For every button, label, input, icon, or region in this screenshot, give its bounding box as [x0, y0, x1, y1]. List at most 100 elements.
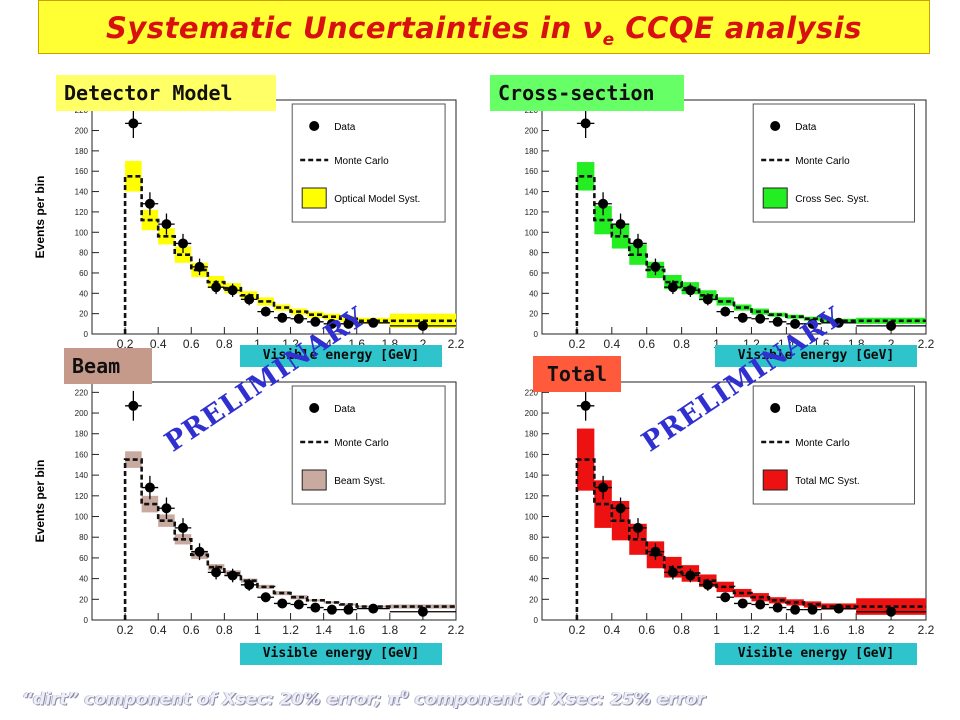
data-point — [737, 312, 748, 323]
data-point — [702, 294, 713, 305]
data-point — [244, 294, 255, 305]
x-tick-label: 2 — [888, 337, 895, 351]
data-point — [633, 238, 643, 249]
data-point — [667, 567, 678, 578]
data-point — [886, 606, 897, 617]
xsec-xlabel: Visible energy [GeV] — [715, 345, 917, 367]
legend-syst-marker — [762, 187, 788, 209]
data-point — [790, 604, 801, 615]
data-point — [667, 282, 678, 293]
y-tick-label: 140 — [525, 188, 539, 197]
y-tick-label: 0 — [84, 616, 89, 625]
y-tick-label: 220 — [525, 388, 539, 397]
data-point — [615, 219, 626, 230]
title-prefix: Systematic Uncertainties in — [106, 11, 583, 45]
data-point — [227, 285, 238, 296]
x-tick-label: 0.6 — [183, 337, 200, 351]
syst-band — [629, 523, 647, 555]
footnote-pi: π — [387, 689, 402, 710]
y-tick-label: 0 — [534, 330, 539, 339]
data-point — [807, 604, 818, 615]
syst-band — [307, 311, 324, 318]
total-chart: 0 20 40 60 80 100 120 140 160 180 200 220 0.2 0.4 0.6 0… — [525, 381, 935, 637]
legend-mc-label: Monte Carlo — [795, 438, 850, 449]
legend-data-marker — [770, 403, 781, 413]
cross-section-chart: 0204060801001201401601802002200.20.40.60… — [525, 99, 935, 351]
data-point — [178, 238, 188, 249]
data-point — [194, 546, 205, 557]
y-tick-label: 60 — [79, 269, 88, 278]
footnote-part1: “dirt” component of Xsec: 20% error; — [22, 689, 388, 710]
y-tick-label: 20 — [79, 595, 88, 604]
x-tick-label: 1.2 — [282, 623, 299, 637]
beam-xlabel: Visible energy [GeV] — [240, 643, 442, 665]
data-point — [886, 320, 897, 331]
y-tick-label: 60 — [529, 269, 538, 278]
data-point — [807, 318, 818, 329]
x-tick-label: 0.8 — [216, 623, 233, 637]
data-point — [833, 317, 844, 328]
data-point — [368, 317, 379, 328]
data-point — [368, 603, 379, 614]
x-tick-label: 1.6 — [813, 623, 830, 637]
y-tick-label: 180 — [525, 147, 539, 156]
data-point — [685, 285, 696, 296]
y-tick-label: 100 — [525, 228, 539, 237]
y-tick-label: 40 — [79, 575, 88, 584]
title-nu: ν — [582, 11, 603, 45]
x-tick-label: 0.4 — [150, 623, 167, 637]
legend-data-label: Data — [334, 404, 356, 415]
data-point — [244, 579, 255, 590]
data-point — [128, 400, 139, 411]
legend-data-label: Data — [795, 404, 817, 415]
legend-syst-label: Beam Syst. — [334, 476, 385, 487]
data-point — [598, 198, 609, 209]
y-tick-label: 200 — [75, 127, 89, 136]
legend-data-label: Data — [334, 122, 356, 133]
data-point — [580, 400, 591, 411]
y-axis-label: Events per bin — [33, 176, 47, 259]
x-tick-label: 0.4 — [150, 337, 167, 351]
data-point — [720, 306, 731, 317]
data-point — [580, 118, 591, 129]
syst-band — [576, 162, 595, 191]
data-point — [417, 606, 428, 617]
legend-data-marker — [309, 403, 320, 413]
title-suffix: CCQE analysis — [614, 11, 862, 45]
x-tick-label: 1.2 — [743, 623, 760, 637]
y-tick-label: 200 — [75, 409, 89, 418]
x-tick-label: 2.2 — [918, 623, 935, 637]
data-point — [144, 482, 155, 493]
y-tick-label: 180 — [75, 147, 89, 156]
y-tick-label: 100 — [525, 513, 539, 522]
x-tick-label: 0.2 — [569, 623, 586, 637]
data-point — [737, 598, 748, 609]
beam-chart: Events per bin02040608010012014016018020… — [33, 381, 465, 637]
syst-band — [290, 595, 308, 600]
data-point — [326, 318, 337, 329]
syst-band — [174, 246, 192, 263]
data-point — [277, 598, 288, 609]
syst-band — [323, 601, 341, 604]
y-tick-label: 160 — [525, 450, 539, 459]
x-tick-label: 1.4 — [315, 623, 332, 637]
data-point — [310, 602, 321, 613]
x-tick-label: 1 — [713, 623, 720, 637]
syst-band — [389, 604, 456, 609]
data-point — [720, 592, 731, 603]
y-tick-label: 200 — [525, 409, 539, 418]
y-tick-label: 160 — [75, 450, 89, 459]
data-point — [293, 599, 304, 610]
y-tick-label: 80 — [79, 533, 88, 542]
y-tick-label: 140 — [75, 188, 89, 197]
legend-syst-marker — [301, 469, 327, 491]
title-subscript: e — [602, 29, 615, 50]
data-point — [598, 482, 609, 493]
data-point — [772, 602, 783, 613]
y-tick-label: 20 — [79, 310, 88, 319]
y-tick-label: 140 — [75, 471, 89, 480]
legend-syst-marker — [762, 469, 788, 491]
syst-band — [158, 514, 175, 527]
y-tick-label: 80 — [79, 249, 88, 258]
syst-band — [257, 297, 274, 306]
